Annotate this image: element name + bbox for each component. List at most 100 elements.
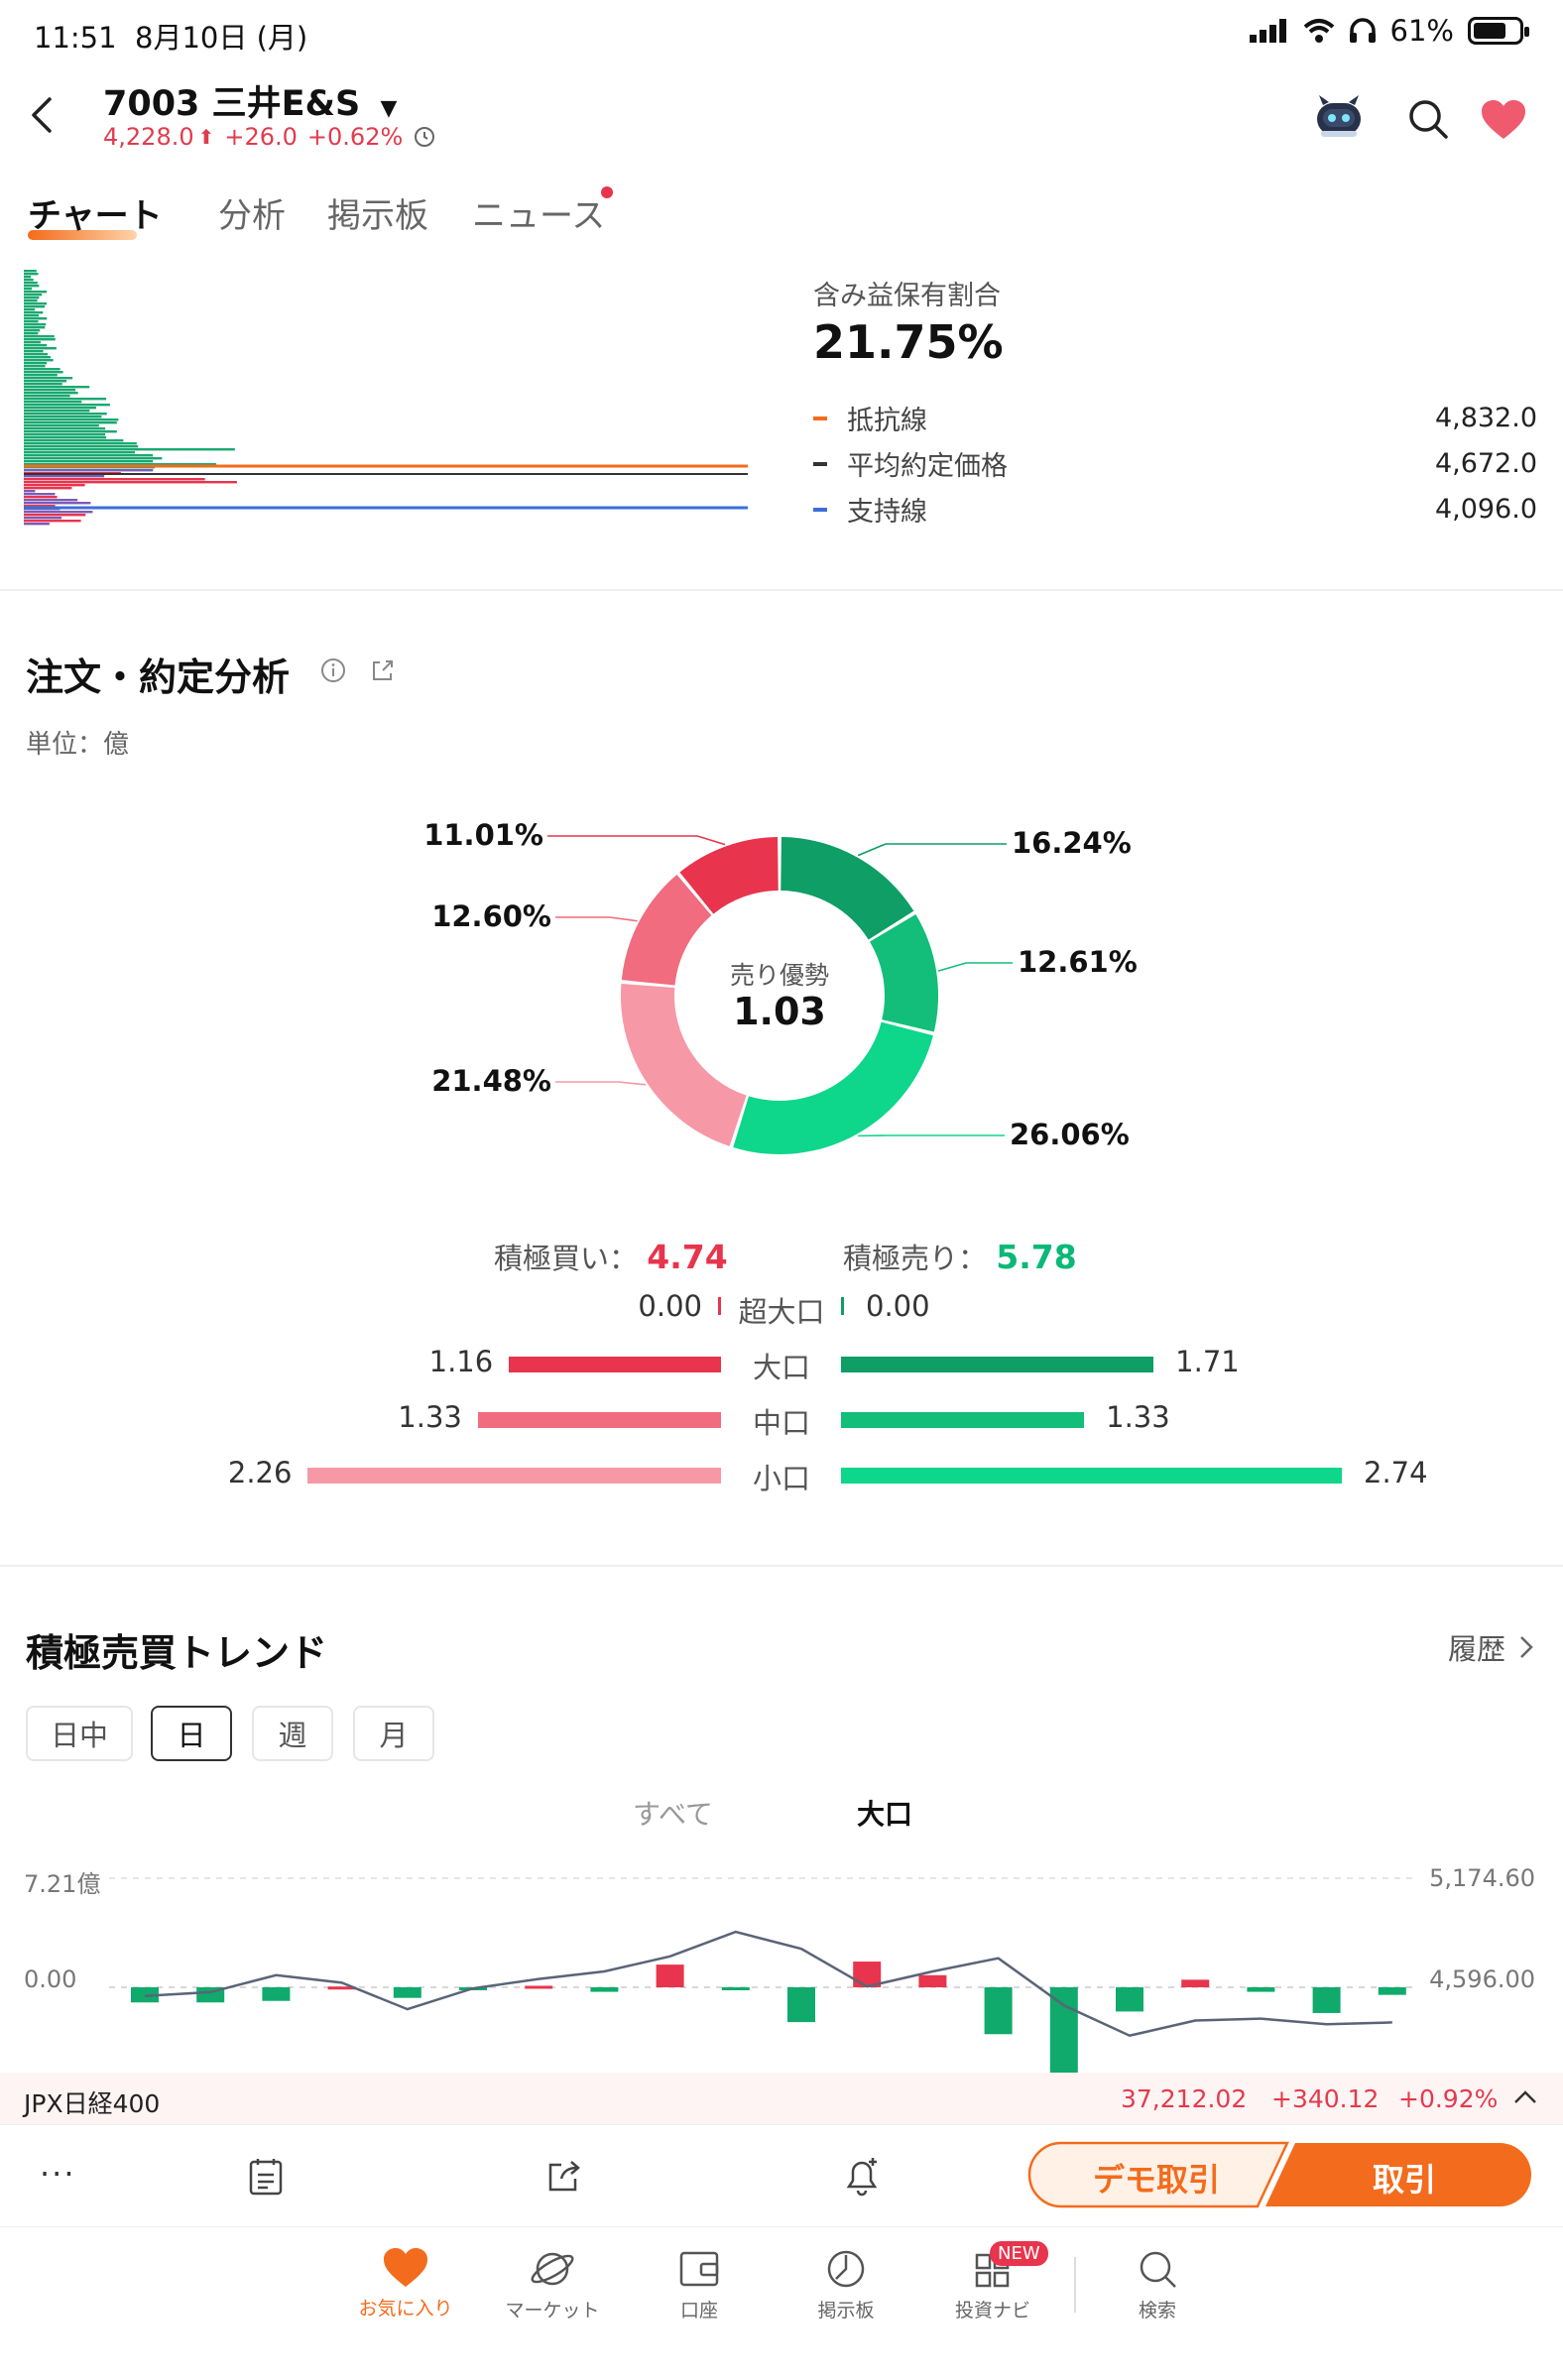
trend-bar — [656, 1964, 684, 1987]
donut-leader-line — [937, 962, 1013, 972]
average-price-value: 4,672.0 — [1434, 448, 1537, 479]
donut-slice-label: 16.24% — [1012, 826, 1132, 860]
profile-bar — [24, 299, 38, 302]
nav-search-label: 検索 — [1138, 2300, 1176, 2321]
profile-bar — [24, 276, 31, 279]
stock-name: 7003 三井E&S — [103, 84, 361, 124]
profile-bar — [24, 344, 48, 347]
buy-value-label: 1.16 — [428, 1345, 494, 1378]
unit-label: 単位：億 — [26, 730, 130, 760]
profile-bar — [24, 457, 163, 460]
demo-trade-button[interactable]: デモ取引 — [1092, 2161, 1220, 2199]
news-notification-dot — [601, 186, 613, 198]
profile-bar — [24, 416, 102, 418]
robot-assistant-icon[interactable] — [1313, 93, 1365, 139]
period-week[interactable]: 週 — [252, 1706, 333, 1761]
back-arrow-icon[interactable] — [24, 95, 63, 135]
active-buy-value: 4.74 — [647, 1238, 728, 1276]
nav-board[interactable]: 掲示板 — [782, 2247, 910, 2322]
nav-favorites[interactable]: お気に入り — [341, 2247, 470, 2320]
nav-market[interactable]: マーケット — [488, 2247, 617, 2322]
profile-bar — [24, 338, 56, 341]
info-icon[interactable] — [319, 656, 347, 684]
status-time: 11:51 8月10日 (月) — [34, 21, 308, 55]
profile-bar — [24, 460, 154, 463]
donut-slice-label: 21.48% — [431, 1064, 551, 1098]
profile-bar — [24, 311, 44, 314]
share-icon[interactable] — [369, 656, 397, 684]
donut-slice — [781, 837, 914, 940]
profile-bar — [24, 424, 99, 427]
filter-large[interactable]: 大口 — [857, 1798, 913, 1831]
stock-selector[interactable]: 7003 三井E&S ▼ — [103, 75, 397, 126]
profile-bar — [24, 433, 106, 436]
chevron-up-icon[interactable] — [1513, 2088, 1537, 2104]
nav-board-label: 掲示板 — [817, 2300, 875, 2321]
sell-bar — [841, 1297, 844, 1315]
donut-slice — [733, 1021, 933, 1154]
nav-market-label: マーケット — [505, 2300, 600, 2321]
section-divider — [0, 589, 1563, 591]
nav-invest-navi[interactable]: 投資ナビ NEW — [928, 2241, 1057, 2322]
active-sell-label: 積極売り： — [843, 1242, 988, 1275]
tab-board[interactable]: 掲示板 — [327, 196, 428, 236]
more-icon[interactable]: ··· — [40, 2155, 76, 2193]
profile-bar — [24, 383, 62, 386]
price-alert-bell-icon[interactable] — [843, 2155, 881, 2197]
index-ticker[interactable]: JPX日経400 37,212.02 +340.12 +0.92% — [0, 2073, 1563, 2124]
profile-bar — [24, 410, 90, 413]
sell-bar — [841, 1412, 1085, 1428]
clock-icon — [415, 127, 435, 147]
profile-bar — [24, 365, 46, 368]
trend-bar — [393, 1987, 421, 1998]
dropdown-caret-icon: ▼ — [380, 96, 398, 121]
history-link[interactable]: 履歴 — [1448, 1626, 1533, 1668]
search-icon[interactable] — [1406, 97, 1450, 141]
trend-bar — [1116, 1987, 1143, 2012]
trade-button[interactable]: 取引 — [1372, 2161, 1436, 2199]
calendar-note-icon[interactable] — [248, 2157, 284, 2197]
nav-account[interactable]: 口座 — [635, 2247, 764, 2322]
trend-bar — [787, 1987, 815, 2023]
donut-slice-label: 12.61% — [1018, 945, 1138, 979]
profile-bar — [24, 389, 76, 392]
profile-bar — [24, 353, 49, 356]
period-month[interactable]: 月 — [353, 1706, 434, 1761]
buy-bar — [477, 1412, 721, 1428]
nav-search[interactable]: 検索 — [1093, 2247, 1222, 2322]
favorite-heart-icon[interactable] — [1480, 99, 1527, 141]
board-chat-icon — [827, 2250, 865, 2288]
order-analysis-title: 注文・約定分析 — [26, 655, 291, 699]
profile-bar — [24, 487, 72, 490]
profile-bar — [24, 469, 154, 472]
trend-bar — [1181, 1979, 1210, 1987]
buy-value-label: 2.26 — [227, 1456, 293, 1489]
buy-value-label: 0.00 — [638, 1289, 702, 1323]
profile-bar — [24, 478, 205, 481]
wifi-icon — [1303, 19, 1334, 43]
tab-news[interactable]: ニュース — [472, 196, 606, 236]
profile-bar — [24, 475, 105, 478]
average-price-row: 平均約定価格 4,672.0 — [813, 444, 1537, 483]
tab-analysis[interactable]: 分析 — [218, 196, 286, 236]
profile-bar — [24, 407, 96, 410]
profile-bar — [24, 326, 46, 329]
profile-bar — [24, 347, 57, 350]
tab-chart[interactable]: チャート — [28, 196, 163, 236]
filter-all[interactable]: すべて — [633, 1798, 713, 1831]
profile-bar — [24, 297, 40, 299]
donut-slice — [621, 875, 712, 986]
trend-bar — [918, 1974, 947, 1987]
trade-button-group: デモ取引 取引 — [1027, 2141, 1533, 2208]
period-intraday[interactable]: 日中 — [26, 1706, 133, 1761]
period-day[interactable]: 日 — [151, 1706, 232, 1761]
profile-bar — [24, 463, 217, 466]
resistance-line-row: 抵抗線 4,832.0 — [813, 399, 1537, 437]
trend-bar — [590, 1987, 619, 1992]
y-left-top: 7.21億 — [24, 1870, 101, 1898]
headphones-icon — [1349, 18, 1376, 43]
profile-bar — [24, 442, 137, 445]
share-export-icon[interactable] — [545, 2157, 583, 2195]
profile-bar — [24, 341, 41, 344]
current-price: 4,228.0 — [103, 123, 194, 151]
